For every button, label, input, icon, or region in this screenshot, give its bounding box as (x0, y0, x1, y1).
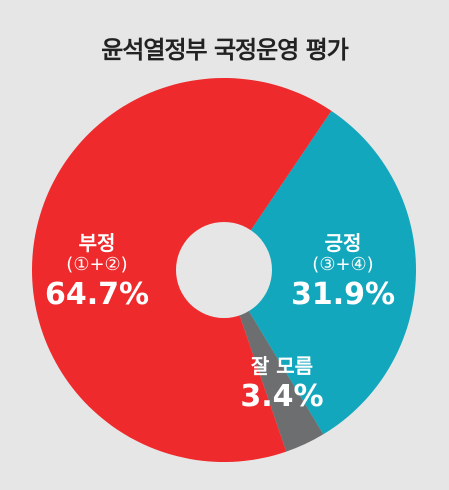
slice-name: 잘 모름 (250, 354, 314, 378)
slice-positive (224, 110, 416, 435)
slice-label-unknown: 잘 모름 3.4% (232, 355, 332, 415)
slice-sublabel: (③+④) (312, 254, 374, 275)
chart-title: 윤석열정부 국정운영 평가 (101, 36, 349, 64)
slice-sublabel: (①+②) (66, 254, 128, 275)
slice-value: 3.4% (240, 379, 324, 414)
slice-name: 부정 (78, 231, 116, 255)
slice-label-positive: 긍정 (③+④) 31.9% (288, 232, 398, 312)
slice-label-negative: 부정 (①+②) 64.7% (42, 232, 152, 312)
slice-value: 64.7% (44, 276, 150, 312)
slice-value: 31.9% (290, 276, 396, 312)
slice-name: 긍정 (324, 231, 362, 255)
slice-unknown (224, 270, 324, 452)
donut-hole (176, 222, 272, 318)
